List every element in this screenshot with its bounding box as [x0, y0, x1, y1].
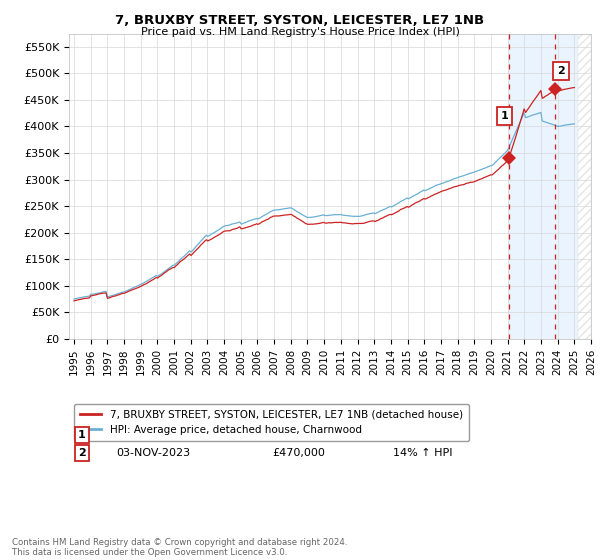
Text: 1: 1 — [78, 430, 86, 440]
Text: 03-NOV-2023: 03-NOV-2023 — [116, 448, 190, 458]
Text: 10-FEB-2021: 10-FEB-2021 — [116, 430, 187, 440]
Text: Price paid vs. HM Land Registry's House Price Index (HPI): Price paid vs. HM Land Registry's House … — [140, 27, 460, 37]
Bar — [578, 34, 591, 339]
Text: 14% ↑ HPI: 14% ↑ HPI — [392, 448, 452, 458]
Text: £340,000: £340,000 — [272, 430, 325, 440]
Text: 2: 2 — [78, 448, 86, 458]
Legend: 7, BRUXBY STREET, SYSTON, LEICESTER, LE7 1NB (detached house), HPI: Average pric: 7, BRUXBY STREET, SYSTON, LEICESTER, LE7… — [74, 404, 469, 441]
Text: £470,000: £470,000 — [272, 448, 325, 458]
Text: Contains HM Land Registry data © Crown copyright and database right 2024.
This d: Contains HM Land Registry data © Crown c… — [12, 538, 347, 557]
Bar — [508, 34, 578, 339]
Text: 1: 1 — [500, 111, 508, 121]
Text: 2: 2 — [557, 66, 565, 76]
Text: 5% ↓ HPI: 5% ↓ HPI — [392, 430, 445, 440]
Text: 7, BRUXBY STREET, SYSTON, LEICESTER, LE7 1NB: 7, BRUXBY STREET, SYSTON, LEICESTER, LE7… — [115, 14, 485, 27]
